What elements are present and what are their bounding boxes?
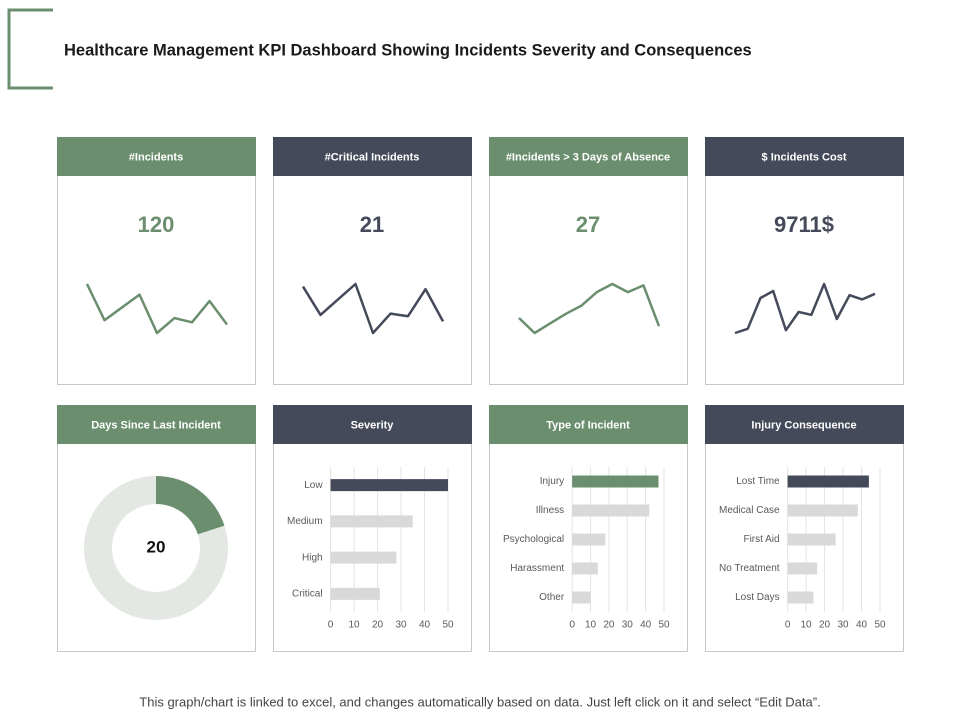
bar xyxy=(787,533,836,546)
card xyxy=(273,405,472,652)
bar xyxy=(330,551,397,564)
bar xyxy=(330,515,413,528)
card-header xyxy=(57,137,256,176)
card xyxy=(489,405,688,652)
category-label: Lost Time xyxy=(736,476,780,487)
x-tick-label: 20 xyxy=(819,620,831,631)
card-header xyxy=(705,405,904,444)
bar xyxy=(787,591,814,604)
x-tick-label: 0 xyxy=(785,620,791,631)
category-label: High xyxy=(302,552,323,563)
card xyxy=(705,405,904,652)
x-tick-label: 50 xyxy=(658,620,670,631)
card-title: Severity xyxy=(351,419,395,431)
footer-note: This graph/chart is linked to excel, and… xyxy=(139,694,820,709)
sparkline xyxy=(301,282,445,335)
kpi-value: 21 xyxy=(360,212,384,237)
bar xyxy=(572,504,650,517)
x-tick-label: 50 xyxy=(442,620,454,631)
category-label: Harassment xyxy=(510,563,564,574)
kpi-value: 9711$ xyxy=(774,212,834,237)
kpi-value: 27 xyxy=(576,212,600,237)
x-tick-label: 0 xyxy=(328,620,334,631)
category-label: Low xyxy=(304,480,323,491)
card-title: #Incidents xyxy=(129,151,183,163)
x-tick-label: 30 xyxy=(622,620,634,631)
card-title: #Critical Incidents xyxy=(325,151,420,163)
x-tick-label: 50 xyxy=(874,620,886,631)
sparkline xyxy=(734,282,876,335)
page-title: Healthcare Management KPI Dashboard Show… xyxy=(64,41,752,59)
category-label: Medium xyxy=(287,516,323,527)
category-label: Illness xyxy=(536,505,564,516)
bar xyxy=(572,562,598,575)
card-header xyxy=(273,137,472,176)
category-label: First Aid xyxy=(743,534,779,545)
x-tick-label: 30 xyxy=(837,620,849,631)
card-header xyxy=(489,405,688,444)
card xyxy=(57,137,256,385)
card-header xyxy=(57,405,256,444)
category-label: Other xyxy=(539,592,565,603)
x-tick-label: 40 xyxy=(640,620,652,631)
sparkline xyxy=(518,282,661,335)
category-label: Lost Days xyxy=(735,592,779,603)
sparkline xyxy=(85,283,229,335)
card-title: Days Since Last Incident xyxy=(91,419,221,431)
card-title: #Incidents > 3 Days of Absence xyxy=(506,151,670,163)
bar xyxy=(572,591,591,604)
card-header xyxy=(273,405,472,444)
donut-slice xyxy=(156,476,225,535)
bar xyxy=(787,562,818,575)
bar xyxy=(330,479,448,492)
donut-slice xyxy=(84,476,228,621)
donut-center-label: 20 xyxy=(147,537,166,556)
category-label: Injury xyxy=(540,476,564,487)
bar xyxy=(572,475,659,488)
card-header xyxy=(489,137,688,176)
x-tick-label: 40 xyxy=(419,620,431,631)
category-label: Psychological xyxy=(503,534,564,545)
card-title: Type of Incident xyxy=(546,419,630,431)
category-label: Critical xyxy=(292,589,323,600)
category-label: No Treatment xyxy=(719,563,780,574)
card xyxy=(489,137,688,385)
x-tick-label: 0 xyxy=(569,620,575,631)
bracket xyxy=(7,8,53,90)
card-title: Injury Consequence xyxy=(751,419,856,431)
card xyxy=(273,137,472,385)
x-tick-label: 20 xyxy=(372,620,384,631)
card-header xyxy=(705,137,904,176)
bar xyxy=(330,587,380,600)
x-tick-label: 30 xyxy=(395,620,407,631)
card-title: $ Incidents Cost xyxy=(762,151,847,163)
category-label: Medical Case xyxy=(719,505,780,516)
x-tick-label: 20 xyxy=(603,620,615,631)
bar xyxy=(787,504,858,517)
x-tick-label: 40 xyxy=(856,620,868,631)
x-tick-label: 10 xyxy=(585,620,597,631)
x-tick-label: 10 xyxy=(801,620,813,631)
bar xyxy=(787,475,869,488)
x-tick-label: 10 xyxy=(349,620,361,631)
bar xyxy=(572,533,606,546)
kpi-value: 120 xyxy=(138,212,175,237)
